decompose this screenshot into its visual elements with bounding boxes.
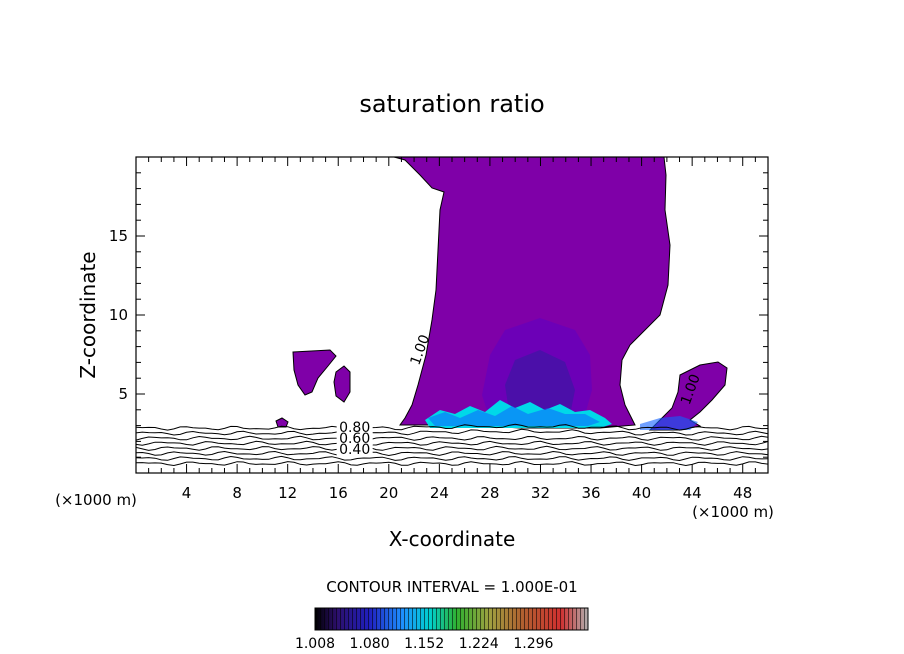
contour-line — [136, 440, 768, 446]
y-axis-ticks: 5 10 15 — [109, 172, 768, 458]
contour-labels: 1.001.000.800.600.40 — [336, 333, 704, 458]
colorbar-frame — [314, 607, 589, 631]
contour-line — [136, 450, 768, 457]
x-tick-label: 4 — [182, 484, 192, 502]
x-tick-label: 24 — [430, 484, 449, 502]
contour-line — [136, 435, 768, 441]
y-tick-label: 5 — [118, 385, 128, 403]
y-axis-label: Z-coordinate — [76, 251, 100, 378]
contour-label: 0.40 — [339, 442, 370, 458]
x-tick-label: 8 — [232, 484, 242, 502]
colorbar-tick-label: 1.224 — [459, 636, 499, 652]
blob-left-large — [292, 349, 337, 396]
blob-right-base — [640, 416, 698, 430]
x-tick-label: 28 — [480, 484, 499, 502]
x-tick-label: 36 — [581, 484, 600, 502]
contour-label-bg — [336, 444, 373, 457]
colorbar: 1.008 1.080 1.152 1.224 1.296 — [295, 607, 589, 652]
contour-line — [136, 460, 768, 467]
x-unit-left: (×1000 m) — [55, 491, 137, 509]
contour-line — [136, 428, 768, 436]
colorbar-stripes — [315, 608, 588, 630]
x-axis-ticks: 4 8 12 16 20 24 28 32 36 40 44 48 — [148, 157, 756, 502]
x-tick-label: 44 — [683, 484, 702, 502]
y-tick-label: 15 — [109, 227, 128, 245]
saturation-field — [136, 157, 768, 467]
x-unit-right: (×1000 m) — [692, 503, 774, 521]
contour-label: 0.80 — [339, 420, 370, 436]
colorbar-tick-label: 1.080 — [350, 636, 390, 652]
base-blue-band — [428, 406, 600, 426]
y-tick-label: 10 — [109, 306, 128, 324]
colorbar-tick-label: 1.296 — [513, 636, 553, 652]
blob-dot — [275, 417, 289, 428]
chart-title: saturation ratio — [359, 90, 544, 118]
x-tick-label: 40 — [632, 484, 651, 502]
x-axis-label: X-coordinate — [389, 527, 516, 551]
x-tick-label: 48 — [733, 484, 752, 502]
contour-line — [136, 455, 768, 462]
lower-contour-lines — [136, 423, 768, 467]
contour-label-bg — [336, 421, 373, 434]
x-tick-label: 20 — [379, 484, 398, 502]
blob-left-small — [333, 365, 351, 403]
contour-line — [136, 423, 768, 431]
core-deep — [505, 350, 575, 422]
colorbar-tick-labels: 1.008 1.080 1.152 1.224 1.296 — [295, 636, 554, 652]
colorbar-tick-label: 1.152 — [404, 636, 444, 652]
x-tick-label: 16 — [329, 484, 348, 502]
x-tick-label: 12 — [278, 484, 297, 502]
x-tick-label: 32 — [531, 484, 550, 502]
colorbar-tick-label: 1.008 — [295, 636, 335, 652]
contour-label-bg — [336, 432, 373, 445]
contour-interval-text: CONTOUR INTERVAL = 1.000E-01 — [326, 578, 577, 596]
contour-label: 0.60 — [339, 431, 370, 447]
contour-line — [136, 445, 768, 451]
